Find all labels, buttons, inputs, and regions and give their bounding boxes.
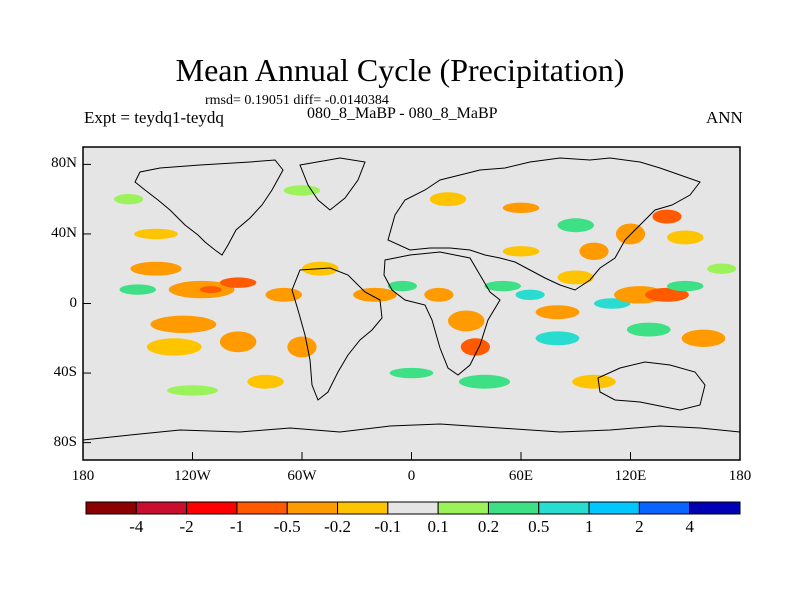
map-background (83, 147, 740, 460)
anomaly-region (572, 374, 616, 389)
anomaly-region (484, 280, 521, 292)
colorbar-swatch (135, 501, 188, 515)
coastlines (83, 157, 740, 441)
anomaly-region (119, 284, 156, 295)
lon-tick-label: 180 (71, 468, 95, 484)
colorbar-swatch (487, 501, 540, 515)
anomaly-region (134, 228, 178, 240)
colorbar-swatch (286, 501, 339, 515)
stats-label: rmsd= 0.19051 diff= -0.0140384 (205, 93, 389, 108)
anomaly-region (681, 329, 726, 347)
colorbar-swatch (538, 501, 590, 515)
colorbar-swatch (337, 501, 389, 515)
anomaly-region (130, 261, 182, 276)
colorbar-label: 0.1 (427, 517, 449, 536)
anomaly-region (219, 331, 257, 353)
anomaly-region (667, 280, 704, 292)
colorbar-swatch (186, 501, 238, 515)
anomaly-region (535, 305, 580, 320)
colorbar-label: -0.2 (324, 517, 351, 536)
coastline-greenland (299, 157, 366, 211)
coastline-antarctica (83, 423, 740, 441)
coastline-north-america (134, 159, 284, 256)
lat-tick-label: 80N (51, 155, 77, 172)
colorbar-swatch (236, 501, 288, 515)
anomaly-region (667, 230, 704, 245)
lon-tick-label: 60E (508, 468, 534, 484)
axis-ticks (82, 163, 741, 460)
anomaly-region (460, 338, 490, 356)
lat-tick-label: 80S (53, 433, 77, 450)
colorbar-swatch (437, 501, 489, 515)
anomaly-region (424, 287, 454, 302)
colorbar-label: -4 (129, 517, 144, 536)
anomaly-region (652, 209, 682, 224)
anomaly-region (594, 298, 631, 309)
colorbar-label: 2 (635, 517, 644, 536)
anomaly-region (535, 331, 580, 346)
colorbar-swatch (387, 501, 439, 515)
lat-tick-label: 0 (69, 294, 78, 311)
lon-tick-label: 0 (407, 468, 416, 484)
lon-tick-label: 60W (287, 468, 317, 484)
colorbar-label: -0.5 (273, 517, 301, 536)
anomaly-region (247, 374, 284, 389)
anomaly-region (150, 315, 217, 334)
anomaly-region (429, 192, 467, 207)
anomaly-region (557, 218, 594, 233)
anomaly-region (166, 385, 219, 396)
anomaly-region (353, 287, 397, 302)
anomaly-region (645, 287, 689, 302)
coastline-africa (383, 251, 501, 376)
anomaly-field (114, 185, 737, 396)
anomaly-region (146, 338, 202, 356)
colorbar-label: -1 (229, 517, 244, 536)
colorbar-label: -2 (179, 517, 194, 536)
colorbar-swatch (638, 501, 691, 515)
colorbar-label: -0.1 (374, 517, 402, 536)
anomaly-region (387, 280, 417, 292)
anomaly-region (219, 277, 257, 288)
anomaly-region (287, 336, 317, 358)
anomaly-region (502, 246, 540, 257)
anomaly-region (626, 322, 671, 337)
colorbar-swatch (588, 501, 640, 515)
season-label: ANN (706, 108, 743, 127)
experiment-label: Expt = teydq1-teydq (84, 108, 224, 127)
colorbar-swatch (85, 501, 137, 515)
anomaly-region (389, 367, 434, 379)
anomaly-region (502, 202, 540, 214)
lon-tick-label: 120E (614, 468, 647, 484)
comparison-label: 080_8_MaBP - 080_8_MaBP (307, 105, 498, 122)
colorbar (85, 501, 741, 515)
anomaly-region (515, 289, 545, 301)
lon-tick-label: 180 (728, 468, 752, 484)
colorbar-label: 0.2 (477, 517, 500, 536)
lat-tick-label: 40N (51, 224, 77, 241)
anomaly-region (579, 242, 609, 261)
coastline-south-america (291, 267, 383, 401)
anomaly-region (199, 286, 222, 294)
coastline-eurasia (387, 157, 701, 291)
lon-tick-label: 120W (174, 468, 211, 484)
anomaly-region (265, 287, 302, 302)
lat-tick-label: 40S (53, 364, 77, 381)
colorbar-label: 1 (584, 517, 594, 536)
coastline-australia (597, 361, 706, 411)
anomaly-region (448, 310, 485, 332)
anomaly-region (707, 263, 737, 274)
anomaly-region (557, 270, 594, 285)
anomaly-region (458, 374, 511, 389)
colorbar-swatch (689, 501, 741, 515)
colorbar-label: 0.5 (528, 517, 550, 536)
colorbar-label: 4 (685, 517, 694, 536)
anomaly-region (114, 193, 144, 205)
page-title: Mean Annual Cycle (Precipitation) (175, 52, 625, 88)
anomaly-region (283, 185, 321, 196)
